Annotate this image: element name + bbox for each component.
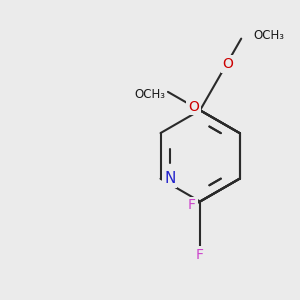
- Text: O: O: [188, 100, 199, 114]
- Text: F: F: [188, 198, 196, 212]
- Text: F: F: [196, 248, 204, 262]
- Text: O: O: [223, 57, 233, 71]
- Text: OCH₃: OCH₃: [134, 88, 165, 101]
- Text: N: N: [164, 171, 176, 186]
- Text: OCH₃: OCH₃: [253, 29, 284, 42]
